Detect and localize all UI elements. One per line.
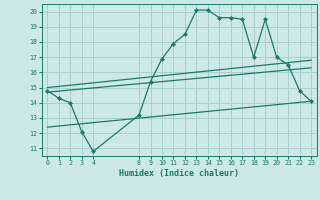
X-axis label: Humidex (Indice chaleur): Humidex (Indice chaleur) <box>119 169 239 178</box>
